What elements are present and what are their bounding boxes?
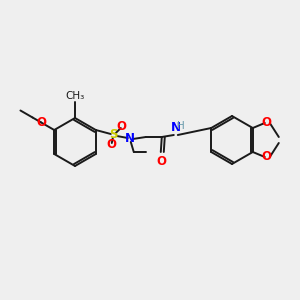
- Text: O: O: [117, 119, 127, 133]
- Text: O: O: [262, 151, 272, 164]
- Text: O: O: [262, 116, 272, 130]
- Text: N: N: [171, 121, 181, 134]
- Text: N: N: [125, 133, 135, 146]
- Text: O: O: [36, 116, 46, 129]
- Text: CH₃: CH₃: [65, 91, 85, 101]
- Text: S: S: [110, 128, 118, 142]
- Text: H: H: [177, 121, 185, 131]
- Text: O: O: [157, 155, 167, 168]
- Text: O: O: [107, 139, 117, 152]
